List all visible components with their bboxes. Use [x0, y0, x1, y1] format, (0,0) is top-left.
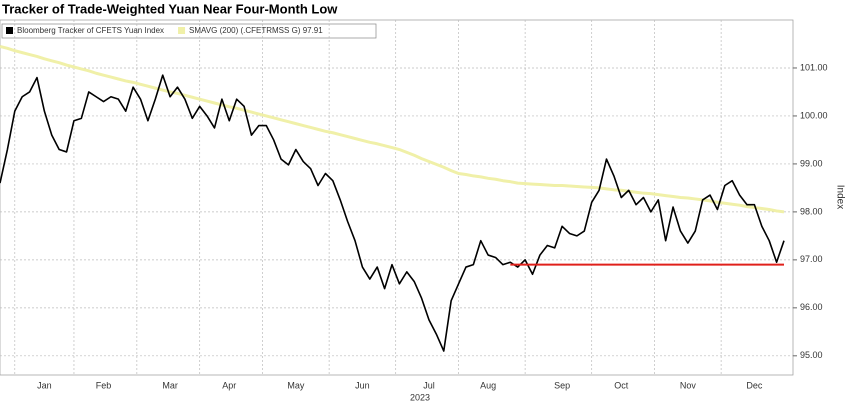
x-tick-label: Feb	[96, 380, 112, 390]
x-tick-label: Jun	[355, 380, 370, 390]
y-tick-label: 98.00	[800, 206, 823, 216]
y-tick-label: 97.00	[800, 254, 823, 264]
y-tick-label: 95.00	[800, 350, 823, 360]
legend-label: Bloomberg Tracker of CFETS Yuan Index	[17, 26, 164, 35]
x-tick-label: Nov	[680, 380, 697, 390]
series-line	[0, 44, 785, 214]
legend-label: SMAVG (200) (.CFETRMSS G) 97.91	[189, 26, 323, 35]
plot-frame	[0, 19, 794, 376]
y-tick-label: 99.00	[800, 158, 823, 168]
y-tick-label: 101.00	[800, 62, 828, 72]
y-axis-label: Index	[834, 185, 845, 209]
chart-title: Tracker of Trade-Weighted Yuan Near Four…	[2, 1, 338, 16]
series-line	[0, 74, 785, 352]
x-tick-label: Jul	[423, 380, 435, 390]
x-tick-label: Oct	[614, 380, 629, 390]
x-tick-label: Aug	[480, 380, 496, 390]
x-tick-label: Dec	[746, 380, 763, 390]
x-tick-label: Jan	[37, 380, 52, 390]
x-tick-label: Mar	[162, 380, 178, 390]
x-axis-label: 2023	[410, 392, 430, 402]
y-tick-label: 100.00	[800, 110, 828, 120]
legend-swatch	[6, 27, 13, 34]
x-tick-label: Apr	[222, 380, 236, 390]
legend-swatch	[178, 27, 186, 34]
legend	[1, 23, 377, 39]
x-tick-label: May	[287, 380, 305, 390]
x-tick-label: Sep	[554, 380, 570, 390]
y-tick-label: 96.00	[800, 302, 823, 312]
